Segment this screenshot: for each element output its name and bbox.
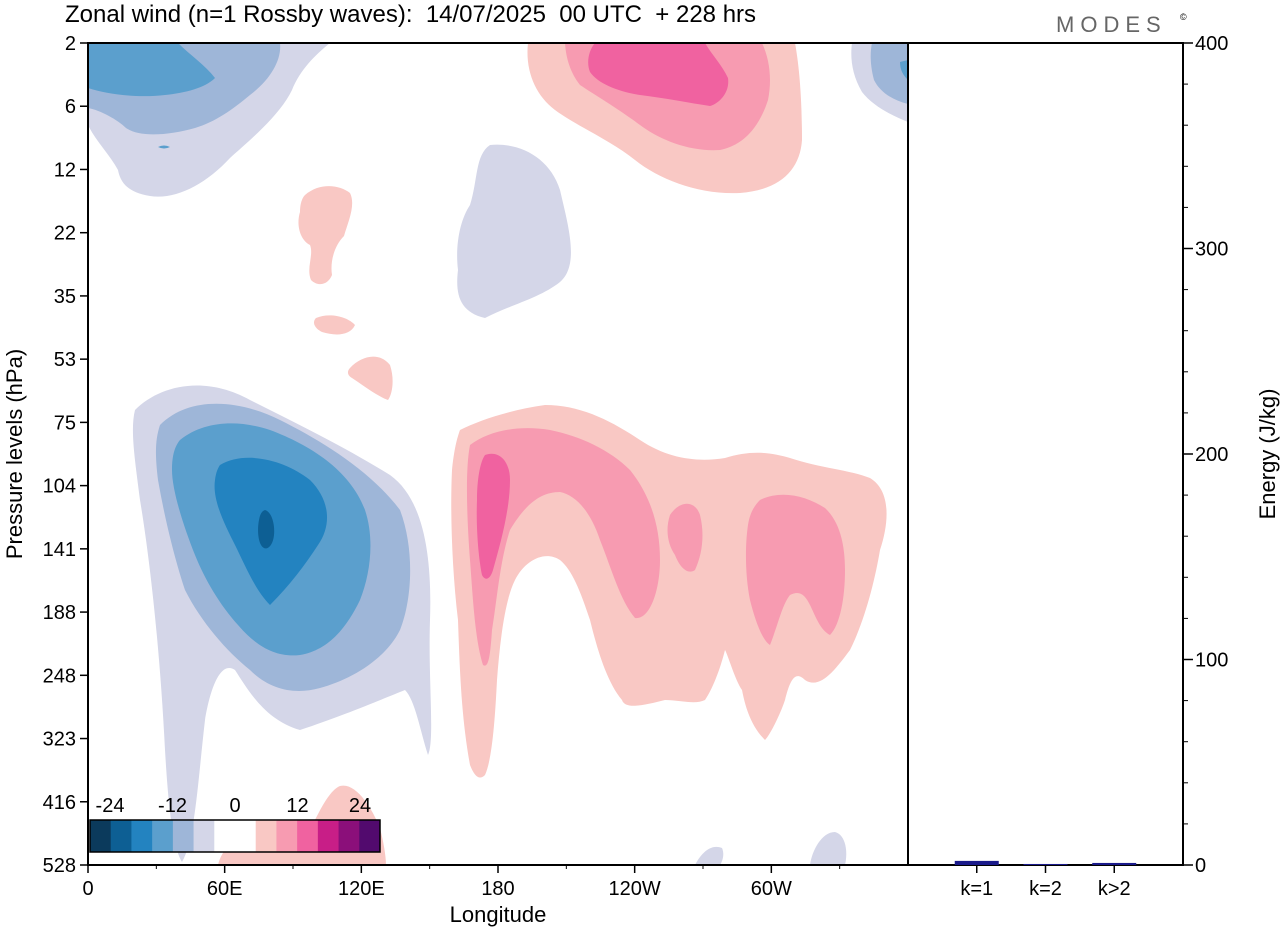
y-tick-label: 2 <box>65 33 76 55</box>
colorbar-swatch <box>90 820 112 852</box>
x-axis-label: Longitude <box>450 902 547 927</box>
colorbar-label: 0 <box>229 795 240 817</box>
colorbar-frame <box>89 819 381 853</box>
energy-bars <box>954 860 1137 865</box>
contour-pos-blob2 <box>314 315 355 335</box>
contour-pos-lower-mid-right <box>745 494 845 645</box>
y-tick-label: 141 <box>43 539 76 561</box>
contour-neg-lower-left-min <box>258 510 275 549</box>
x-tick-label: 120W <box>609 878 661 900</box>
x-tick-label: 60E <box>207 878 243 900</box>
energy-bar <box>954 860 999 865</box>
contour-neg-central <box>457 144 571 318</box>
contour-pos-lower-mid-small <box>667 503 703 572</box>
y-tick-label: 104 <box>43 476 76 498</box>
colorbar-swatch <box>152 820 174 852</box>
y-tick-label: 12 <box>54 159 76 181</box>
y-tick-label: 528 <box>43 855 76 877</box>
energy-category-labels: k=1 k=2 k>2 <box>960 865 1131 900</box>
colorbar-label: 12 <box>286 795 308 817</box>
energy-bar <box>1023 863 1068 865</box>
colorbar-swatch <box>214 820 236 852</box>
colorbar-swatch <box>317 820 340 852</box>
energy-category-label: k>2 <box>1098 878 1131 900</box>
x-axis: 0 60E 120E 180 120W 60W <box>82 865 841 900</box>
contour-neg-bottom-small1 <box>695 846 724 865</box>
colorbar-swatch <box>131 820 153 852</box>
y-tick-label: 53 <box>54 349 76 371</box>
colorbar-swatches <box>90 820 381 852</box>
energy-plot-frame <box>907 42 1184 866</box>
colorbar-label: -12 <box>158 795 187 817</box>
colorbar-swatch <box>255 820 277 852</box>
contour-pos-blob1 <box>298 186 353 285</box>
y-tick-label: 188 <box>43 602 76 624</box>
x-tick-label: 0 <box>82 878 93 900</box>
contour-neg-top-right-core <box>900 60 908 80</box>
y-tick-label: 248 <box>43 665 76 687</box>
y-axis-pressure: 2 6 12 22 35 53 75 104 141 188 248 323 416 528 <box>43 33 88 877</box>
energy-tick-label: 300 <box>1195 239 1228 261</box>
colorbar-swatch <box>338 820 360 852</box>
y-tick-label: 323 <box>43 729 76 751</box>
contour-neg-bottom-small2 <box>810 832 847 865</box>
y-axis-label-pressure: Pressure levels (hPa) <box>2 349 27 559</box>
contour-pos-blob3 <box>347 356 393 400</box>
y-tick-label: 416 <box>43 792 76 814</box>
y-tick-label: 22 <box>54 223 76 245</box>
y-tick-label: 6 <box>65 96 76 118</box>
modes-logo: MODES © <box>1056 12 1187 37</box>
energy-category-label: k=1 <box>960 878 993 900</box>
colorbar-labels: -24 -12 0 12 24 <box>96 795 372 817</box>
colorbar-label: 24 <box>349 795 371 817</box>
x-tick-label: 180 <box>481 878 514 900</box>
x-tick-label: 60W <box>751 878 792 900</box>
energy-tick-label: 100 <box>1195 650 1228 672</box>
contour-neg-top-left-core <box>88 43 215 97</box>
contour-pos-lower-mid <box>466 428 660 666</box>
energy-category-label: k=2 <box>1029 878 1062 900</box>
contour-pos-top-core <box>588 43 729 106</box>
colorbar-swatch <box>297 820 319 852</box>
colorbar-swatch <box>193 820 215 852</box>
contour-neg-top-right-mid <box>870 43 908 104</box>
colorbar-swatch <box>359 820 381 852</box>
colorbar: -24 -12 0 12 24 <box>89 795 381 853</box>
colorbar-swatch <box>235 820 257 852</box>
colorbar-label: -24 <box>96 795 125 817</box>
y-axis-label-energy: Energy (J/kg) <box>1255 389 1280 520</box>
energy-bar <box>1092 862 1137 865</box>
colorbar-swatch <box>276 820 298 852</box>
logo-text: MODES <box>1056 12 1167 37</box>
contour-field <box>88 43 908 865</box>
energy-tick-label: 400 <box>1195 33 1228 55</box>
contour-pos-lower-core <box>476 453 510 579</box>
y-tick-label: 35 <box>54 286 76 308</box>
energy-tick-label: 200 <box>1195 444 1228 466</box>
colorbar-swatch <box>172 820 195 852</box>
chart-title: Zonal wind (n=1 Rossby waves): 14/07/202… <box>65 1 756 28</box>
y-tick-label: 75 <box>54 412 76 434</box>
energy-tick-label: 0 <box>1195 855 1206 877</box>
contour-neg-top-left-speck <box>158 145 170 149</box>
colorbar-swatch <box>110 820 132 852</box>
y-axis-energy: 0 100 200 300 400 <box>1183 33 1228 877</box>
x-tick-label: 120E <box>338 878 385 900</box>
logo-mark: © <box>1180 12 1187 22</box>
